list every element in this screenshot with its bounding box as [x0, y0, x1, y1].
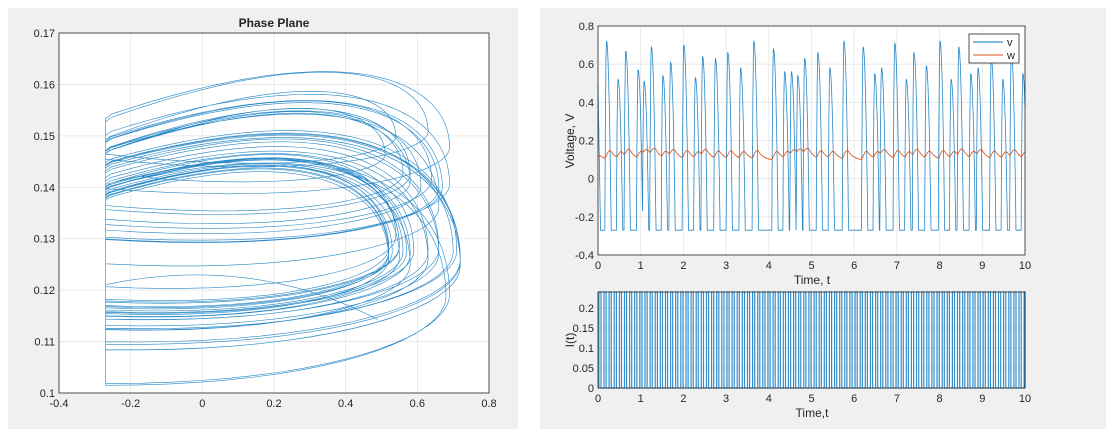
current-axes-box — [597, 291, 1026, 389]
current-x-tick-label: 9 — [979, 393, 985, 405]
current-x-tick-label: 3 — [723, 393, 729, 405]
voltage-x-tick-label: 2 — [680, 260, 686, 272]
voltage-y-tick-label: 0.4 — [579, 97, 594, 109]
voltage-y-tick-label: -0.2 — [575, 212, 594, 224]
legend-label-v: v — [1007, 37, 1013, 49]
phase-y-tick-label: 0.13 — [34, 234, 55, 246]
phase-x-tick-label: 0.6 — [410, 398, 425, 410]
current-y-tick-label: 0.1 — [579, 343, 594, 355]
voltage-x-tick-label: 3 — [723, 260, 729, 272]
current-x-tick-label: 10 — [1019, 393, 1031, 405]
voltage-x-tick-label: 8 — [937, 260, 943, 272]
phase-plane-title: Phase Plane — [239, 16, 310, 30]
current-y-tick-label: 0.2 — [579, 303, 594, 315]
phase-y-tick-label: 0.15 — [34, 131, 55, 143]
voltage-x-tick-label: 5 — [808, 260, 814, 272]
phase-axes-box — [58, 32, 490, 394]
phase-x-tick-label: -0.4 — [50, 398, 69, 410]
voltage-y-tick-label: 0.8 — [579, 21, 594, 33]
phase-y-tick-label: 0.11 — [34, 337, 55, 349]
voltage-x-tick-label: 10 — [1019, 260, 1031, 272]
current-x-label: Time,t — [796, 406, 830, 420]
voltage-y-tick-label: 0 — [588, 174, 594, 186]
voltage-y-tick-label: 0.2 — [579, 136, 594, 148]
current-y-tick-label: 0.15 — [573, 323, 594, 335]
current-x-tick-label: 5 — [808, 393, 814, 405]
phase-x-tick-label: 0 — [199, 398, 205, 410]
current-x-tick-label: 6 — [851, 393, 857, 405]
phase-y-tick-label: 0.12 — [34, 285, 55, 297]
phase-y-tick-label: 0.14 — [34, 182, 55, 194]
phase-x-tick-label: 0.4 — [338, 398, 353, 410]
series-w-line — [597, 147, 1026, 161]
voltage-x-tick-label: 7 — [894, 260, 900, 272]
phase-x-tick-label: 0.8 — [481, 398, 496, 410]
voltage-x-tick-label: 0 — [595, 260, 601, 272]
voltage-y-label: Voltage, V — [563, 114, 577, 169]
phase-y-tick-label: 0.16 — [34, 79, 55, 91]
current-y-tick-label: 0 — [588, 383, 594, 395]
series-v-line — [597, 40, 1026, 231]
current-y-tick-label: 0.05 — [573, 363, 594, 375]
voltage-y-tick-label: 0.6 — [579, 59, 594, 71]
current-x-tick-label: 1 — [638, 393, 644, 405]
legend-label-w: w — [1006, 50, 1015, 62]
phase-trajectory-line — [104, 71, 461, 386]
voltage-x-tick-label: 1 — [638, 260, 644, 272]
voltage-axes-box — [597, 25, 1026, 256]
current-x-tick-label: 7 — [894, 393, 900, 405]
voltage-x-tick-label: 9 — [979, 260, 985, 272]
current-x-tick-label: 8 — [937, 393, 943, 405]
voltage-x-tick-label: 6 — [851, 260, 857, 272]
legend: v w — [968, 33, 1020, 64]
phase-y-tick-label: 0.1 — [40, 388, 55, 400]
voltage-x-label: Time, t — [794, 273, 831, 287]
phase-x-tick-label: 0.2 — [266, 398, 281, 410]
phase-x-tick-label: -0.2 — [121, 398, 140, 410]
current-y-label: I(t) — [563, 333, 577, 348]
voltage-y-tick-label: -0.4 — [575, 250, 594, 262]
phase-y-tick-label: 0.17 — [34, 28, 55, 40]
current-x-tick-label: 4 — [766, 393, 772, 405]
current-x-tick-label: 0 — [595, 393, 601, 405]
current-x-tick-label: 2 — [680, 393, 686, 405]
voltage-x-tick-label: 4 — [766, 260, 772, 272]
